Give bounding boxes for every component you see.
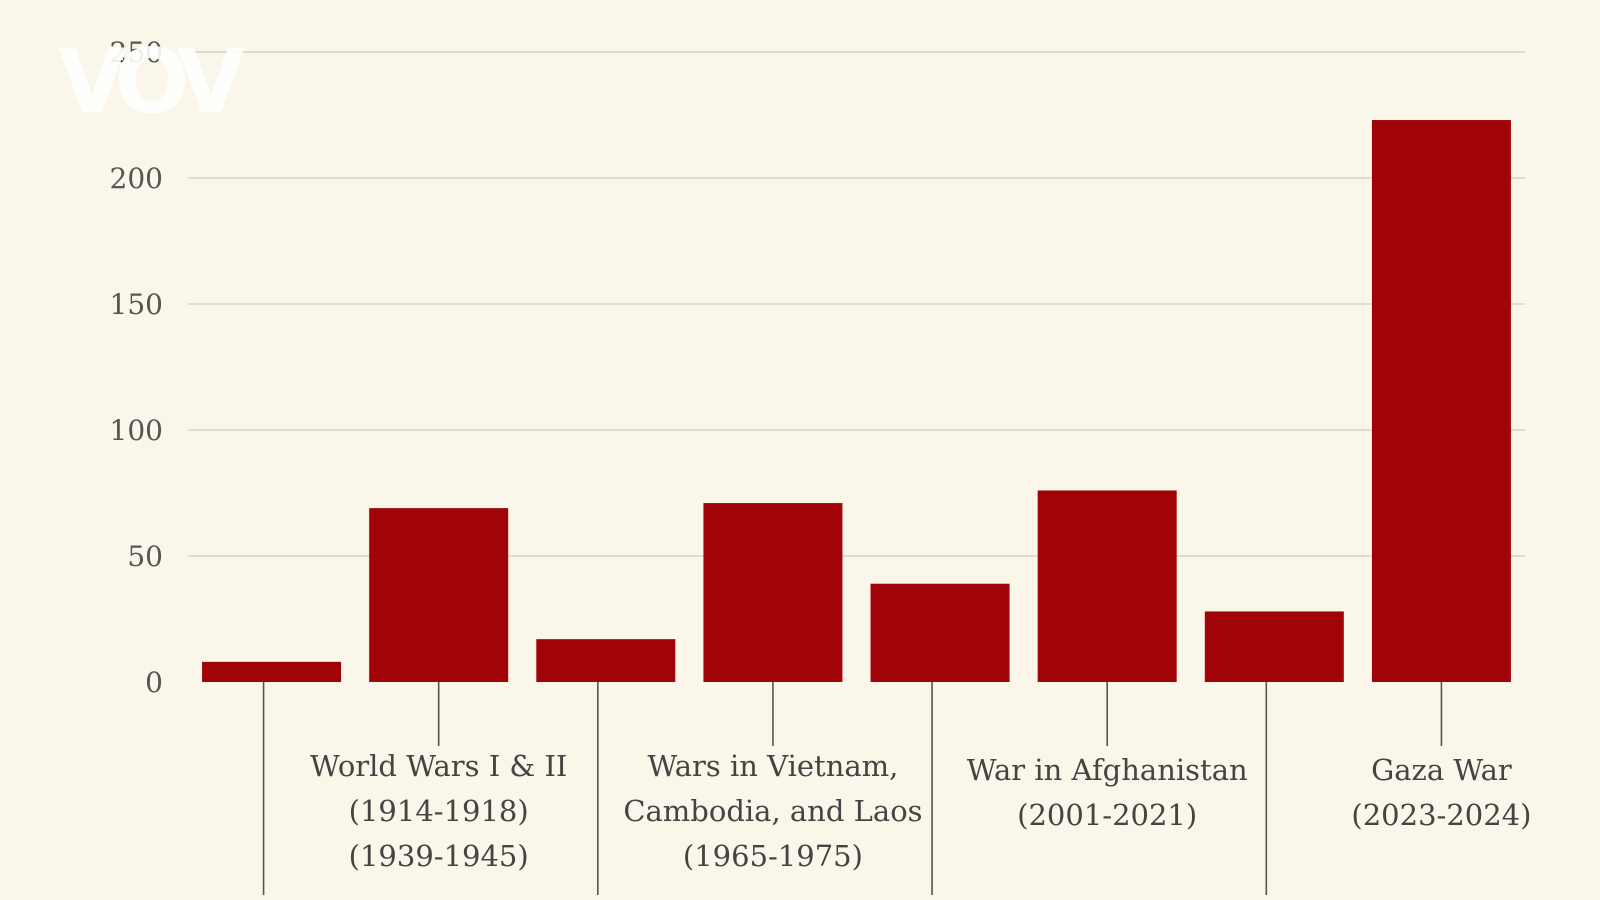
- bar: [369, 508, 509, 682]
- category-label: War in Afghanistan: [967, 753, 1248, 787]
- category-label: (2001-2021): [1017, 798, 1197, 832]
- bar: [202, 661, 342, 682]
- category-label: (1914-1918): [349, 794, 529, 828]
- bar: [536, 639, 676, 682]
- y-tick-label: 150: [110, 288, 163, 321]
- category-label: Cambodia, and Laos: [623, 794, 922, 828]
- bar: [1371, 120, 1511, 683]
- y-tick-label: 100: [110, 414, 163, 447]
- y-axis-ticks: 0 50 100 150 200 250: [110, 36, 163, 699]
- category-labels: World Wars I & II (1914-1918) (1939-1945) W…: [310, 749, 1531, 873]
- bars: [202, 120, 1511, 683]
- bar: [870, 583, 1010, 682]
- bar: [703, 503, 843, 682]
- gridlines: [188, 51, 1525, 557]
- category-label: (1965-1975): [683, 839, 863, 873]
- category-leader-lines: [262, 682, 1443, 895]
- category-label: Wars in Vietnam,: [647, 749, 898, 783]
- category-label: World Wars I & II: [310, 749, 567, 783]
- bar: [1204, 611, 1344, 682]
- y-tick-label: 0: [145, 666, 163, 699]
- category-label: (2023-2024): [1351, 798, 1531, 832]
- y-tick-label: 200: [110, 162, 163, 195]
- category-label: Gaza War: [1371, 753, 1512, 787]
- bar: [1037, 490, 1177, 682]
- category-label: (1939-1945): [349, 839, 529, 873]
- vov-logo: VOV: [58, 30, 245, 133]
- y-tick-label: 250: [110, 36, 163, 69]
- y-tick-label: 50: [127, 540, 163, 573]
